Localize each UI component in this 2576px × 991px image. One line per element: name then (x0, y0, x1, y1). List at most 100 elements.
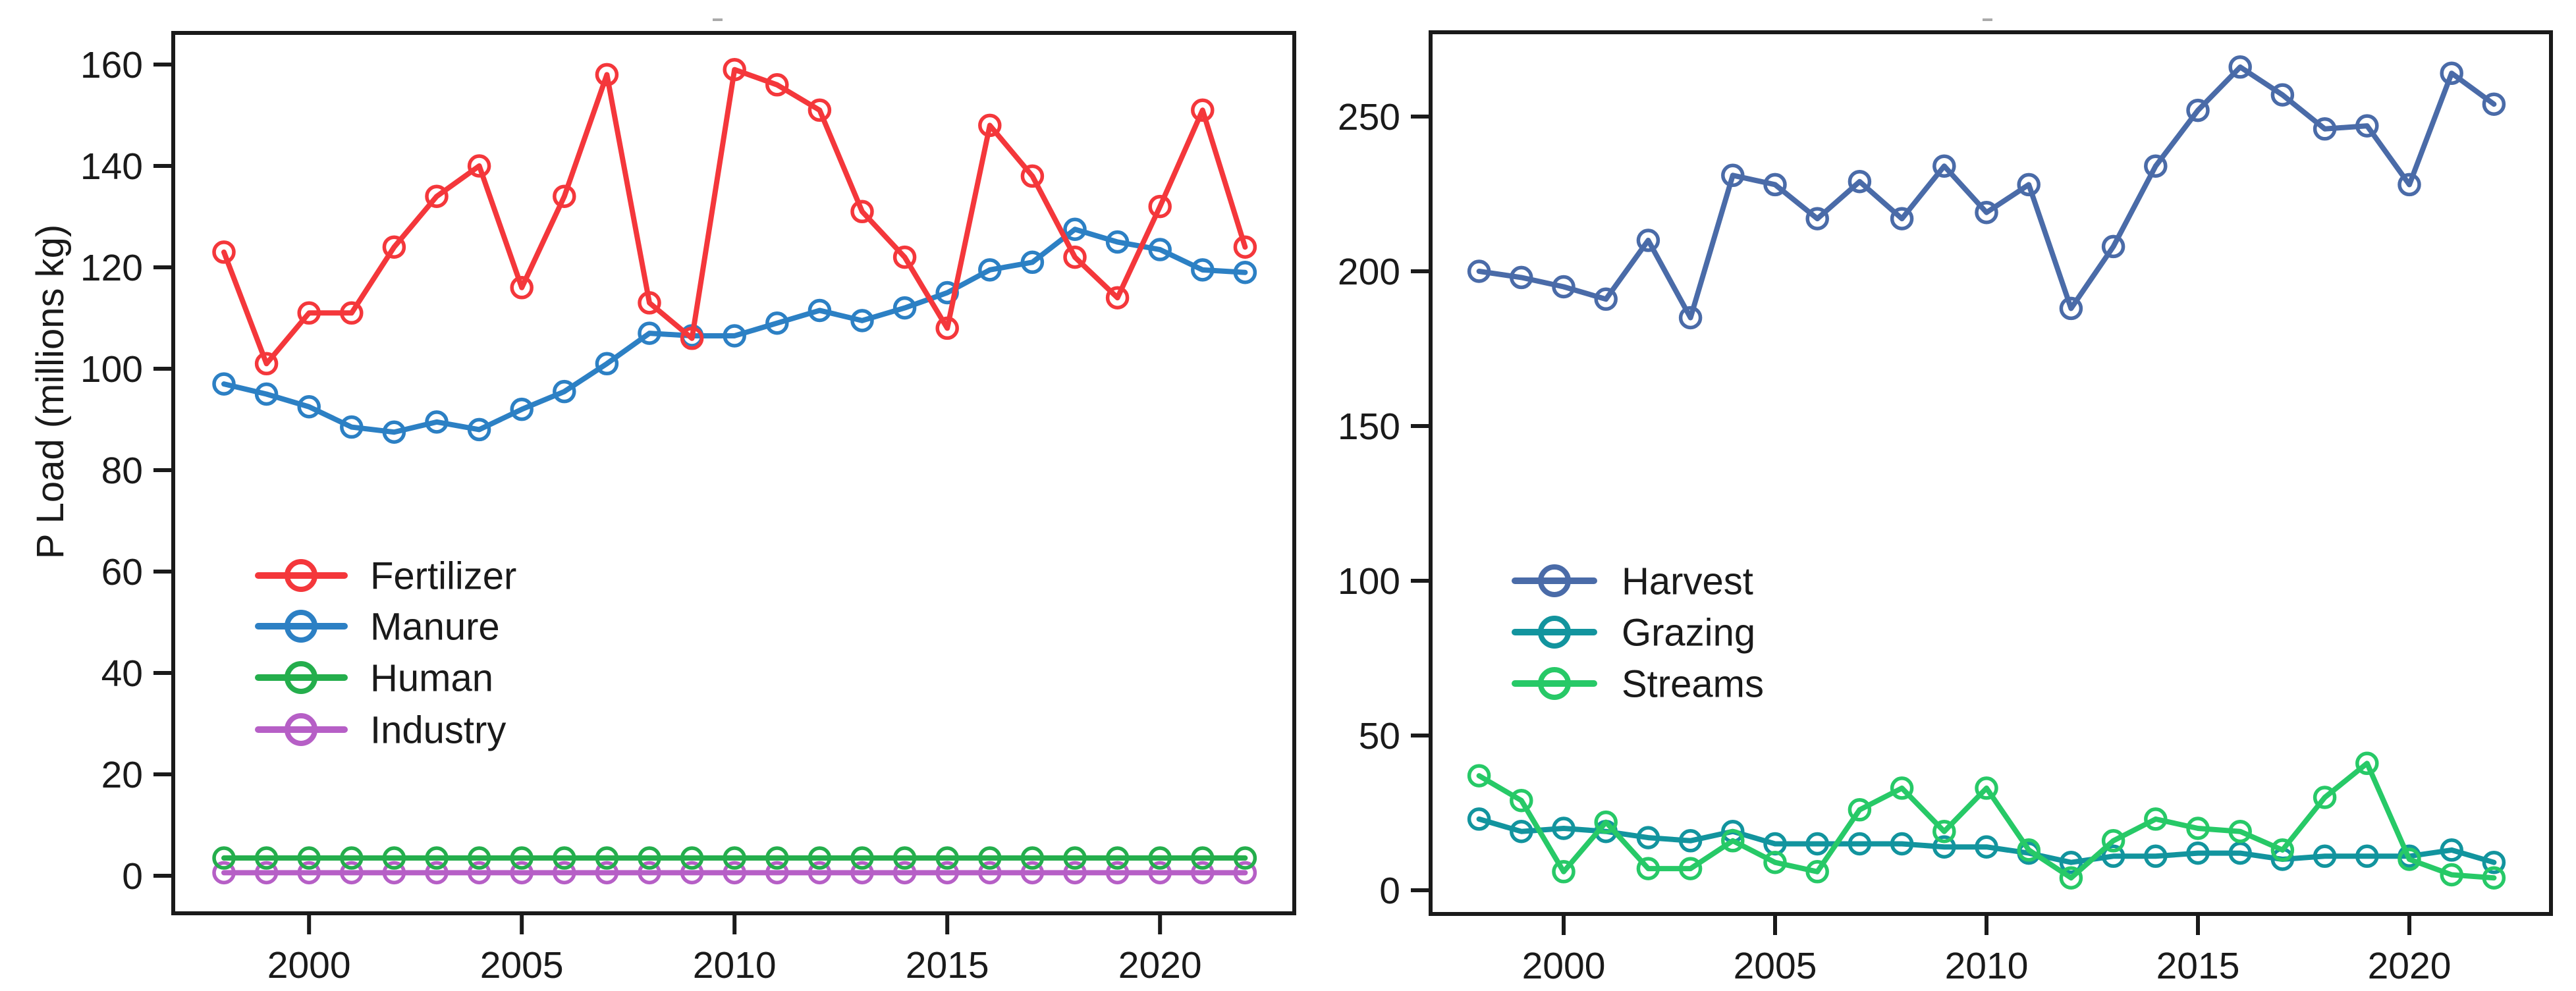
data-point-human-1999 (254, 846, 279, 870)
data-point-industry-2003 (425, 861, 449, 885)
data-point-fertilizer-2000 (297, 301, 321, 325)
data-point-fertilizer-2011 (765, 73, 789, 97)
data-point-fertilizer-2022 (1233, 235, 1257, 259)
data-point-industry-1998 (212, 861, 236, 885)
data-point-human-2005 (510, 846, 534, 870)
data-point-fertilizer-2009 (680, 327, 704, 350)
data-point-fertilizer-2003 (425, 184, 449, 208)
data-point-streams-2014 (2144, 807, 2168, 831)
data-point-grazing-2010 (1975, 835, 1998, 859)
data-point-grazing-2006 (1805, 832, 1829, 856)
series-manure-markers (212, 217, 1257, 444)
data-point-streams-2022 (2482, 866, 2506, 890)
legend-item-human: Human (255, 656, 493, 699)
series-grazing-line (1476, 816, 2497, 865)
legend-manure-label: Manure (370, 605, 500, 648)
legend-fertilizer-label: Fertilizer (370, 554, 516, 597)
data-point-grazing-2003 (1678, 829, 1703, 853)
data-point-industry-2019 (1105, 861, 1130, 885)
legend-human-label: Human (370, 656, 493, 699)
data-point-fertilizer-2015 (935, 316, 959, 340)
data-point-fertilizer-2014 (892, 245, 917, 269)
data-point-fertilizer-2012 (808, 98, 832, 122)
data-point-industry-2021 (1191, 861, 1215, 885)
data-point-harvest-2006 (1805, 207, 1829, 230)
x-tick-label: 2000 (1522, 945, 1606, 987)
data-point-streams-2013 (2101, 829, 2125, 853)
data-point-industry-2012 (808, 861, 832, 885)
data-point-fertilizer-1999 (254, 352, 279, 376)
data-point-streams-2010 (1975, 776, 1998, 800)
data-point-manure-2006 (553, 379, 576, 404)
y-tick-label: 80 (101, 450, 143, 492)
data-point-grazing-2009 (1932, 835, 1956, 859)
right-plot-frame (1429, 30, 2553, 916)
data-point-grazing-1999 (1510, 819, 1533, 844)
y-tick-label: 20 (101, 754, 143, 796)
data-point-manure-2019 (1105, 230, 1130, 254)
data-point-grazing-2008 (1890, 832, 1914, 856)
data-point-manure-2003 (425, 410, 449, 434)
data-point-human-2003 (425, 846, 449, 870)
data-point-fertilizer-2008 (638, 291, 661, 315)
data-point-harvest-2021 (2440, 61, 2463, 85)
data-point-streams-2011 (2017, 838, 2041, 862)
data-point-human-2008 (638, 846, 661, 870)
x-tick-label: 2015 (906, 944, 989, 986)
data-point-streams-2002 (1636, 857, 1660, 880)
data-point-human-2002 (382, 846, 406, 870)
y-tick-label: 120 (80, 247, 143, 289)
series-streams-line (1476, 761, 2497, 881)
data-point-manure-1998 (212, 372, 236, 396)
data-point-grazing-2007 (1848, 832, 1872, 856)
legend-industry-marker (285, 713, 317, 746)
data-point-human-2006 (553, 846, 576, 870)
data-point-streams-1999 (1510, 788, 1533, 813)
data-point-streams-2007 (1848, 798, 1872, 822)
data-point-streams-2021 (2440, 863, 2463, 887)
y-tick-label: 250 (1338, 96, 1400, 138)
data-point-human-2019 (1105, 846, 1130, 870)
data-point-grazing-2021 (2440, 838, 2463, 862)
series-harvest-line (1476, 64, 2497, 321)
data-point-grazing-2016 (2228, 841, 2252, 865)
data-point-industry-2020 (1148, 861, 1172, 885)
data-point-manure-2017 (1020, 250, 1045, 275)
data-point-industry-2015 (935, 861, 959, 885)
x-tick-label: 2020 (1118, 944, 1202, 986)
data-point-industry-2001 (340, 861, 364, 885)
legend-item-manure: Manure (255, 605, 500, 648)
data-point-streams-2018 (2313, 786, 2337, 809)
data-point-industry-2008 (638, 861, 661, 885)
data-point-human-2004 (467, 846, 491, 870)
legend-grazing-label: Grazing (1622, 611, 1755, 654)
y-tick-label: 40 (101, 653, 143, 695)
data-point-streams-2004 (1721, 829, 1745, 853)
data-point-industry-2007 (595, 861, 619, 885)
legend-streams-marker (1538, 667, 1571, 700)
data-point-human-2010 (723, 846, 746, 870)
data-point-human-2021 (1191, 846, 1215, 870)
data-point-streams-2009 (1932, 819, 1956, 844)
legend-fertilizer-marker (285, 559, 317, 592)
data-point-human-2014 (892, 846, 917, 870)
y-tick-label: 150 (1338, 406, 1400, 448)
data-point-grazing-1998 (1467, 807, 1491, 831)
data-point-industry-1999 (254, 861, 279, 885)
x-tick-label: 2005 (480, 944, 564, 986)
data-point-human-2011 (765, 846, 789, 870)
data-point-manure-2000 (297, 395, 321, 419)
data-point-harvest-2010 (1975, 200, 1998, 225)
series-fertilizer-line (221, 67, 1248, 367)
data-point-fertilizer-2013 (850, 200, 874, 224)
data-point-grazing-2019 (2355, 844, 2379, 869)
series-human-markers (212, 846, 1257, 870)
data-point-manure-2013 (850, 309, 874, 333)
series-industry-markers (212, 861, 1257, 885)
data-point-human-2001 (340, 846, 364, 870)
data-point-fertilizer-2017 (1020, 164, 1045, 188)
right-top-dash-artifact (1983, 18, 1992, 21)
data-point-industry-2009 (680, 861, 704, 885)
data-point-streams-2017 (2270, 838, 2295, 862)
data-point-fertilizer-2002 (382, 235, 406, 259)
